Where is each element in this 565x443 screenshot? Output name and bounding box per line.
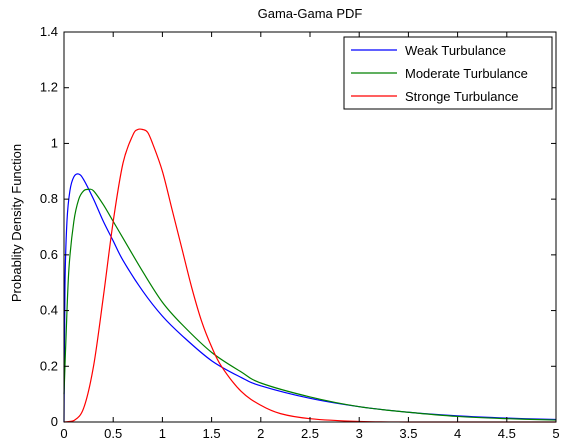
y-axis-label: Probablity Density Function (9, 144, 24, 302)
series-line-moderate (63, 188, 557, 421)
y-tick-label: 0.6 (40, 247, 58, 262)
y-tick-label: 1 (51, 135, 58, 150)
x-tick-label: 1.5 (203, 426, 221, 441)
x-tick-label: 0 (60, 426, 67, 441)
legend-label-weak: Weak Turbulance (405, 43, 506, 58)
y-tick-label: 0 (51, 414, 58, 429)
x-tick-label: 2 (257, 426, 264, 441)
x-tick-label: 3.5 (399, 426, 417, 441)
legend: Weak Turbulance Moderate Turbulance Stro… (343, 36, 553, 110)
y-tick-label: 0.2 (40, 358, 58, 373)
x-tick-label: 1 (159, 426, 166, 441)
x-tick-label: 4 (454, 426, 461, 441)
x-tick-label: 5 (552, 426, 559, 441)
chart-title: Gama-Gama PDF (258, 6, 363, 21)
ticks-layer: 0 0.5 1 1.5 2 2.5 3 3.5 4 4.5 5 0 0.2 0.4 0.6 0.8 1 1.2 1.… (40, 24, 560, 441)
y-tick-label: 1.2 (40, 80, 58, 95)
y-tick-label: 0.8 (40, 191, 58, 206)
legend-label-strong: Stronge Turbulance (405, 89, 518, 104)
y-tick-label: 0.4 (40, 303, 58, 318)
x-tick-label: 2.5 (301, 426, 319, 441)
x-tick-label: 0.5 (104, 426, 122, 441)
x-tick-label: 3 (356, 426, 363, 441)
series-line-strong (63, 128, 556, 423)
x-tick-label: 4.5 (498, 426, 516, 441)
series-layer (63, 128, 557, 423)
y-tick-label: 1.4 (40, 24, 58, 39)
legend-label-moderate: Moderate Turbulance (405, 66, 528, 81)
